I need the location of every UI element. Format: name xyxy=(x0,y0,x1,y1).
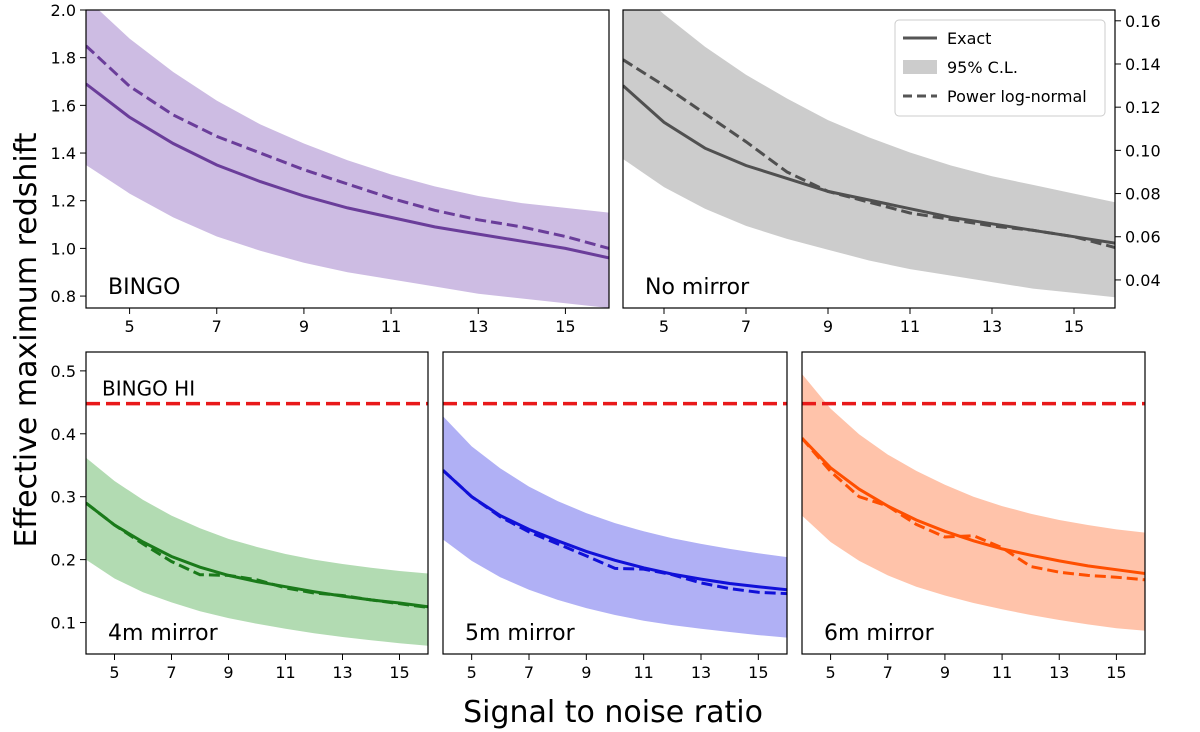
x-tick-label: 15 xyxy=(555,317,575,336)
plot-area xyxy=(86,10,609,308)
y-tick-label: 0.12 xyxy=(1125,98,1161,117)
legend: Exact 95% C.L. Power log-normal xyxy=(894,19,1106,117)
x-axis-label: Signal to noise ratio xyxy=(463,695,763,730)
x-tick-label: 15 xyxy=(1064,317,1084,336)
panel-4: 5 7 9 11 13 15 6m mirror xyxy=(801,351,1146,682)
confidence-band xyxy=(86,10,609,308)
exact-line xyxy=(86,82,609,260)
panel-3: 5 7 9 11 13 15 5m mirror xyxy=(442,351,788,682)
x-tick-label: 5 xyxy=(467,663,477,682)
x-tick-label: 13 xyxy=(691,663,711,682)
x-tick-label: 15 xyxy=(389,663,409,682)
y-tick-label: 0.04 xyxy=(1125,271,1161,290)
y-axis-label: Effective maximum redshift xyxy=(9,132,44,547)
x-tick-label: 9 xyxy=(223,663,233,682)
x-tick-label: 11 xyxy=(275,663,295,682)
x-tick-label: 13 xyxy=(468,317,488,336)
x-tick-label: 9 xyxy=(823,317,833,336)
y-tick-label: 0.3 xyxy=(51,488,76,507)
y-tick-label: 0.16 xyxy=(1125,12,1161,31)
x-tick-label: 9 xyxy=(581,663,591,682)
confidence-band xyxy=(802,374,1145,631)
y-tick-label: 0.10 xyxy=(1125,141,1161,160)
panel-title: 6m mirror xyxy=(824,621,935,646)
panel-title: 4m mirror xyxy=(108,621,219,646)
x-tick-label: 11 xyxy=(381,317,401,336)
y-tick-label: 0.4 xyxy=(51,425,76,444)
x-tick-label: 7 xyxy=(212,317,222,336)
legend-label: Exact xyxy=(947,29,991,48)
panel-2: 5 7 9 11 13 15 0.1 0.2 0.3 0.4 0.5 4m mirror BINGO H… xyxy=(51,351,429,682)
y-tick-label: 1.0 xyxy=(51,239,76,258)
power-lognormal-line xyxy=(802,437,1145,582)
axes-frame xyxy=(85,9,610,309)
x-tick-label: 5 xyxy=(124,317,134,336)
power-lognormal-line xyxy=(443,469,787,596)
y-tick-label: 1.8 xyxy=(51,49,76,68)
confidence-band xyxy=(86,457,428,646)
panel-title: BINGO xyxy=(108,275,180,300)
x-tick-label: 7 xyxy=(524,663,534,682)
x-tick-label: 11 xyxy=(900,317,920,336)
x-tick-label: 7 xyxy=(166,663,176,682)
y-tick-label: 0.08 xyxy=(1125,185,1161,204)
axes-frame xyxy=(622,9,1116,309)
legend-swatch-patch xyxy=(903,60,937,74)
plot-area xyxy=(623,10,1115,298)
power-lognormal-line xyxy=(623,58,1115,249)
x-tick-label: 13 xyxy=(982,317,1002,336)
panel-title: 5m mirror xyxy=(465,621,576,646)
y-tick-label: 0.1 xyxy=(51,614,76,633)
y-tick-label: 0.8 xyxy=(51,287,76,306)
panel-1: 5 7 9 11 13 15 0.04 0.06 0.08 0.10 0.12 0.14 0.16 No … xyxy=(622,9,1161,336)
x-tick-label: 9 xyxy=(299,317,309,336)
x-tick-label: 5 xyxy=(109,663,119,682)
y-tick-label: 1.6 xyxy=(51,96,76,115)
x-tick-label: 13 xyxy=(332,663,352,682)
x-tick-label: 5 xyxy=(659,317,669,336)
axes-frame xyxy=(442,351,788,655)
legend-label: 95% C.L. xyxy=(947,58,1018,77)
y-tick-label: 0.06 xyxy=(1125,228,1161,247)
power-lognormal-line xyxy=(86,501,428,609)
y-tick-label: 1.2 xyxy=(51,192,76,211)
plot-area xyxy=(802,374,1145,631)
x-tick-label: 15 xyxy=(748,663,768,682)
x-tick-label: 7 xyxy=(741,317,751,336)
x-tick-label: 9 xyxy=(940,663,950,682)
confidence-band xyxy=(623,10,1115,298)
y-tick-label: 0.5 xyxy=(51,362,76,381)
plot-area xyxy=(443,401,787,638)
legend-box xyxy=(894,19,1106,117)
x-tick-label: 11 xyxy=(992,663,1012,682)
reference-label: BINGO HI xyxy=(102,377,195,401)
x-tick-label: 15 xyxy=(1106,663,1126,682)
x-tick-label: 5 xyxy=(825,663,835,682)
legend-label: Power log-normal xyxy=(947,87,1087,106)
y-tick-label: 0.14 xyxy=(1125,55,1161,74)
x-tick-label: 7 xyxy=(883,663,893,682)
axes-frame xyxy=(801,351,1146,655)
panels: 5 7 9 11 13 15 0.8 1.0 1.2 1.4 1.6 1.8 2.0 BINGO 5 7 9 11… xyxy=(51,1,1161,682)
panel-0: 5 7 9 11 13 15 0.8 1.0 1.2 1.4 1.6 1.8 2.0 BINGO xyxy=(51,1,610,336)
y-tick-label: 0.2 xyxy=(51,551,76,570)
plot-area xyxy=(86,401,428,646)
panel-title: No mirror xyxy=(645,275,750,300)
y-tick-label: 2.0 xyxy=(51,1,76,20)
axes-frame xyxy=(85,351,429,655)
x-tick-label: 13 xyxy=(1049,663,1069,682)
confidence-band xyxy=(443,416,787,638)
x-tick-label: 11 xyxy=(633,663,653,682)
exact-line xyxy=(802,437,1145,575)
y-tick-label: 1.4 xyxy=(51,144,76,163)
